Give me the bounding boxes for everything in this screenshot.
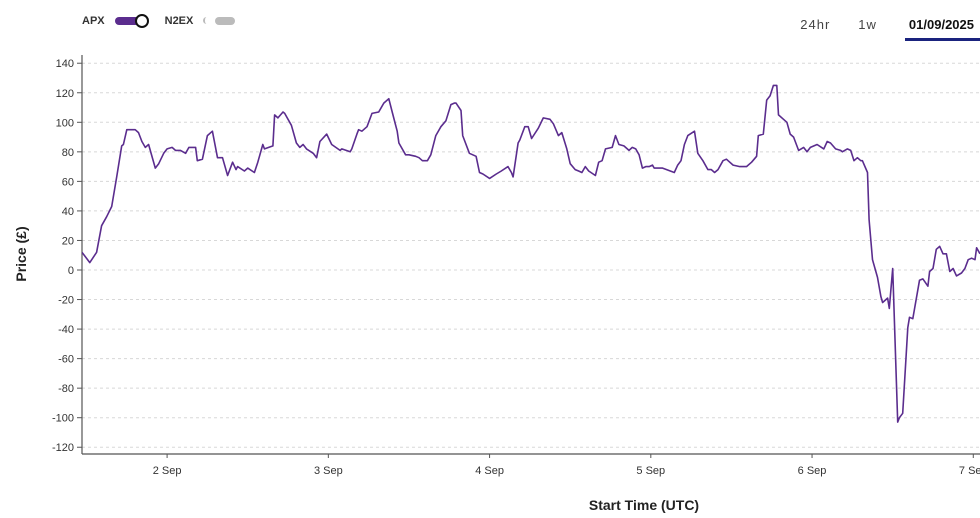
y-tick-label: 20 (62, 235, 74, 247)
apx-toggle-label: APX (82, 15, 105, 27)
y-tick-label: -80 (58, 383, 74, 395)
y-tick-label: 120 (56, 88, 74, 100)
y-tick-label: -60 (58, 354, 74, 366)
apx-toggle-switch[interactable] (114, 14, 149, 28)
y-tick-label: 80 (62, 147, 74, 159)
y-tick-label: 140 (56, 58, 74, 70)
range-tabs: 24hr 1w 01/09/2025 (772, 17, 980, 41)
y-tick-label: -40 (58, 324, 74, 336)
market-toggles: APX N2EX (82, 14, 255, 28)
series-line-apx (82, 84, 980, 423)
x-axis-title: Start Time (UTC) (589, 497, 699, 513)
y-axis: 140 120 100 80 60 40 20 0 -20 -40 -60 -80 -100 -120 (52, 55, 83, 454)
x-tick-label: 6 Sep (798, 465, 827, 477)
y-axis-title: Price (£) (13, 226, 29, 281)
x-tick-label: 3 Sep (314, 465, 343, 477)
grid (82, 62, 980, 448)
x-tick-label: 2 Sep (153, 465, 182, 477)
tab-1w[interactable]: 1w (858, 17, 877, 32)
y-tick-label: 40 (62, 206, 74, 218)
n2ex-toggle-switch[interactable] (203, 16, 237, 26)
x-tick-label: 7 Sep (959, 465, 980, 477)
y-tick-label: -100 (52, 413, 74, 425)
x-tick-label: 5 Sep (636, 465, 665, 477)
y-tick-label: 0 (68, 265, 74, 277)
y-tick-label: -20 (58, 295, 74, 307)
y-tick-label: -120 (52, 442, 74, 454)
x-tick-label: 4 Sep (475, 465, 504, 477)
tab-24hr[interactable]: 24hr (800, 17, 831, 32)
n2ex-toggle-label: N2EX (164, 15, 194, 27)
y-tick-label: 100 (56, 117, 74, 129)
tab-date[interactable]: 01/09/2025 (904, 17, 980, 41)
y-tick-label: 60 (62, 176, 74, 188)
x-axis: 2 Sep 3 Sep 4 Sep 5 Sep 6 Sep 7 Sep (82, 453, 980, 477)
